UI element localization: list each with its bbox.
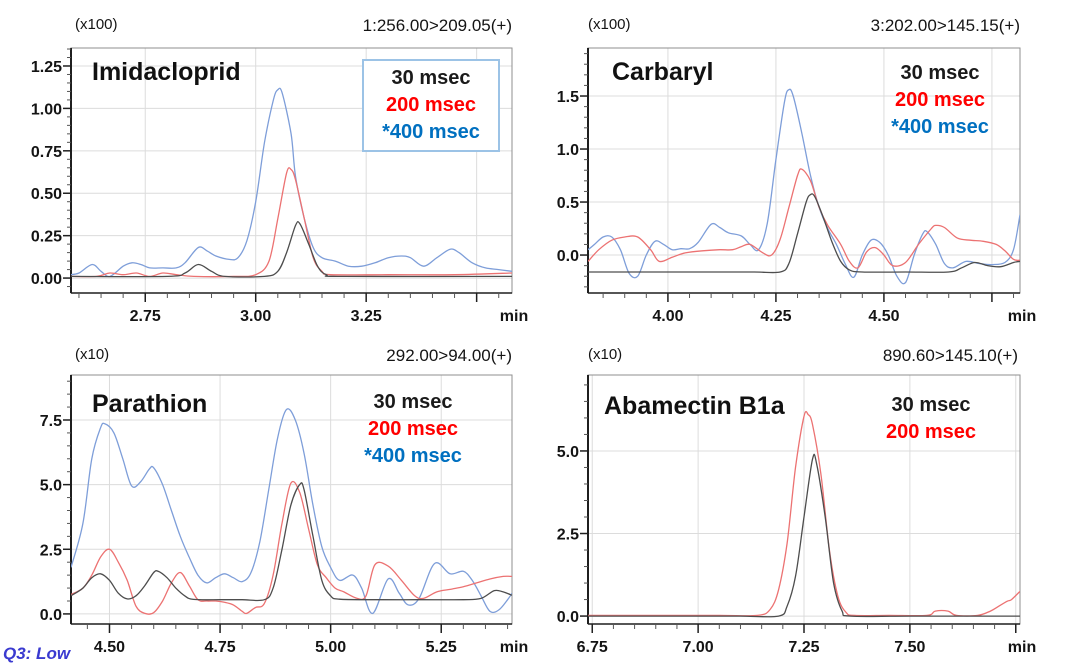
- y-tick-label: 0.75: [31, 144, 62, 161]
- y-tick-label: 1.25: [31, 59, 62, 76]
- panel-imidacloprid: 2.75 3.00 3.25 min 0.00 0.25 0.50 0.75 1.00 1.25 …: [0, 0, 540, 336]
- x-tick-label: 7.00: [683, 639, 714, 656]
- mrm-transition-label: 1:256.00>209.05(+): [362, 16, 512, 35]
- chromatogram-plot-abamectin: 6.75 7.00 7.25 7.50 min 0.0 2.5 5.0: [557, 374, 1036, 656]
- x-tick-label: 4.25: [760, 308, 791, 325]
- legend: 30 msec 200 msec: [856, 392, 1006, 446]
- y-tick-label: 0.00: [31, 271, 62, 288]
- series-200-msec: [588, 410, 1020, 617]
- y-tick-label: 2.5: [40, 542, 62, 559]
- x-tick-label: 2.75: [130, 308, 161, 325]
- x-tick-label: 5.00: [315, 639, 346, 656]
- compound-name: Carbaryl: [612, 58, 714, 86]
- y-tick-label: 2.5: [557, 527, 579, 544]
- series-200-msec: [71, 167, 512, 278]
- x-axis-unit: min: [1008, 308, 1036, 325]
- legend-entry: 30 msec: [373, 391, 453, 413]
- y-tick-label: 5.0: [40, 478, 62, 495]
- y-tick-label: 0.0: [557, 609, 579, 626]
- series-30-msec: [71, 221, 512, 278]
- x-axis-unit: min: [500, 308, 528, 325]
- y-tick-label: 1.0: [557, 142, 579, 159]
- series-30-msec: [71, 482, 512, 602]
- legend-entry: 30 msec: [900, 62, 980, 84]
- y-tick-label: 0.25: [31, 229, 62, 246]
- chromatogram-plot-imidacloprid: 2.75 3.00 3.25 min 0.00 0.25 0.50 0.75 1.00 1.25: [31, 47, 528, 325]
- y-tick-label: 0.50: [31, 186, 62, 203]
- panel-parathion: 4.50 4.75 5.00 5.25 min 0.0 2.5 5.0 7.5 (x10) 29…: [0, 336, 540, 672]
- mrm-transition-label: 3:202.00>145.15(+): [870, 16, 1020, 35]
- x-tick-label: 3.25: [351, 308, 382, 325]
- y-scale-label: (x10): [75, 346, 110, 363]
- series-200-msec: [71, 480, 512, 615]
- legend-entry: *400 msec: [382, 121, 480, 143]
- q3-mode-label: Q3: Low: [3, 644, 71, 663]
- y-tick-label: 0.5: [557, 195, 579, 212]
- series-400-msec: [71, 408, 512, 615]
- mrm-transition-label: 292.00>94.00(+): [386, 346, 512, 365]
- mrm-transition-label: 890.60>145.10(+): [882, 346, 1018, 365]
- compound-name: Imidacloprid: [92, 58, 241, 86]
- compound-name: Parathion: [92, 390, 208, 418]
- compound-name: Abamectin B1a: [604, 392, 785, 420]
- y-tick-label: 0.0: [557, 248, 579, 265]
- legend: 30 msec 200 msec *400 msec: [362, 59, 500, 152]
- series-400-msec: [588, 88, 1020, 285]
- legend-entry: 30 msec: [891, 394, 971, 416]
- legend-entry: 200 msec: [385, 94, 477, 116]
- x-axis-unit: min: [500, 639, 528, 656]
- legend-entry: 200 msec: [885, 421, 977, 443]
- y-scale-label: (x100): [588, 16, 631, 33]
- legend-entry: 30 msec: [391, 67, 471, 89]
- y-scale-label: (x10): [588, 346, 623, 363]
- legend-entry: *400 msec: [364, 445, 462, 467]
- legend-entry: *400 msec: [891, 116, 989, 138]
- panel-carbaryl: 4.00 4.25 4.50 min 0.0 0.5 1.0 1.5 (x100) 3:202…: [540, 0, 1080, 336]
- series-30-msec: [588, 193, 1020, 274]
- x-tick-label: 5.25: [426, 639, 457, 656]
- x-tick-label: 4.75: [204, 639, 235, 656]
- series-200-msec: [588, 168, 1020, 269]
- x-tick-label: 7.50: [894, 639, 925, 656]
- series-30-msec: [588, 453, 1020, 618]
- chromatogram-plot-carbaryl: 4.00 4.25 4.50 min 0.0 0.5 1.0 1.5: [557, 47, 1036, 325]
- x-tick-label: 4.00: [652, 308, 683, 325]
- y-tick-label: 1.5: [557, 89, 579, 106]
- x-tick-label: 7.25: [788, 639, 819, 656]
- legend: 30 msec 200 msec *400 msec: [338, 389, 488, 470]
- legend-entry: 200 msec: [367, 418, 459, 440]
- x-tick-label: 4.50: [94, 639, 125, 656]
- legend-entry: 200 msec: [894, 89, 986, 111]
- panel-abamectin: 6.75 7.00 7.25 7.50 min 0.0 2.5 5.0 (x10) 890.6…: [540, 336, 1080, 672]
- chromatogram-plot-parathion: 4.50 4.75 5.00 5.25 min 0.0 2.5 5.0 7.5: [40, 374, 528, 656]
- x-tick-label: 4.50: [868, 308, 899, 325]
- x-tick-label: 3.00: [240, 308, 271, 325]
- series-400-msec: [71, 87, 512, 278]
- y-tick-label: 5.0: [557, 444, 579, 461]
- y-tick-label: 0.0: [40, 607, 62, 624]
- x-axis-unit: min: [1008, 639, 1036, 656]
- y-tick-label: 1.00: [31, 101, 62, 118]
- y-tick-label: 7.5: [40, 413, 62, 430]
- legend: 30 msec 200 msec *400 msec: [865, 60, 1015, 141]
- y-scale-label: (x100): [75, 16, 118, 33]
- x-tick-label: 6.75: [577, 639, 608, 656]
